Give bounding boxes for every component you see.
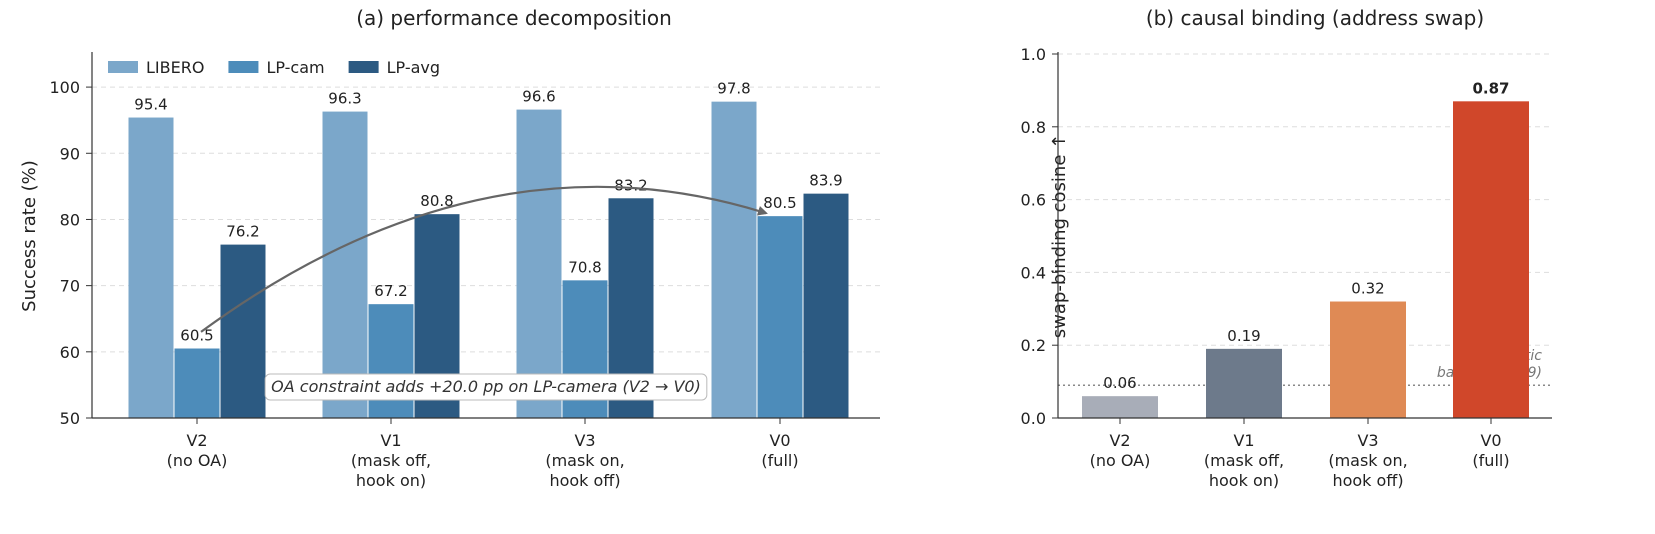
bar-v2 (1082, 396, 1158, 418)
y-tick-label: 0.2 (1021, 336, 1046, 355)
panel-a-axes: 50 60 70 80 90 100 V2 (no OA) V1 (mask off, hook o… (49, 52, 880, 490)
panel-a-legend: LIBERO LP-cam LP-avg (108, 58, 440, 77)
panel-a-annotation: OA constraint adds +20.0 pp on LP-camera… (200, 185, 768, 401)
legend-swatch-lp-cam (228, 61, 259, 73)
annotation-text: OA constraint adds +20.0 pp on LP-camera… (271, 377, 701, 396)
bar-lp-cam-v1 (368, 304, 414, 418)
data-label-lp-avg-v0: 83.9 (809, 172, 842, 190)
data-label-lp-cam-v0: 80.5 (763, 194, 796, 212)
bar-v0 (1453, 101, 1529, 418)
data-label-libero-v2: 95.4 (134, 96, 167, 114)
bar-libero-v0 (711, 101, 757, 418)
panel-a-bars: 95.4 96.3 96.6 97.8 60.5 67.2 70.8 80.5 76.2 80.8… (128, 80, 849, 419)
bar-lp-avg-v0 (803, 193, 849, 418)
panel-a-performance-decomposition: (a) performance decomposition Success ra… (19, 6, 880, 490)
bar-libero-v2 (128, 117, 174, 418)
legend-label-libero: LIBERO (146, 58, 204, 77)
annotation-box (264, 373, 708, 401)
y-tick-label: 0.6 (1021, 191, 1046, 210)
x-tick-label-v1: V1 (mask off, hook on) (1204, 431, 1284, 490)
panel-b-gridlines (1058, 53, 1552, 346)
panel-b-title: (b) causal binding (address swap) (1146, 6, 1484, 30)
bar-v3 (1330, 301, 1406, 418)
bar-lp-cam-v0 (757, 216, 803, 418)
y-tick-label: 50 (60, 409, 80, 428)
panel-b-causal-binding: (b) causal binding (address swap) swap-b… (1021, 6, 1552, 490)
x-tick-label-v0: V0 (full) (1472, 431, 1509, 470)
bar-libero-v1 (322, 111, 368, 418)
legend-swatch-lp-avg (348, 61, 379, 73)
legend-label-lp-avg: LP-avg (387, 58, 440, 77)
x-tick-label-v2: V2 (no OA) (1090, 431, 1151, 470)
panel-b-y-axis-label: swap-binding cosine ↑ (1049, 134, 1070, 338)
data-label-lp-avg-v3: 83.2 (614, 176, 647, 194)
y-tick-label: 90 (60, 144, 80, 163)
bar-v1 (1206, 348, 1282, 418)
data-label-libero-v0: 97.8 (717, 80, 750, 98)
data-label-libero-v3: 96.6 (522, 88, 555, 106)
x-tick-label-v3: V3 (mask on, hook off) (1328, 431, 1407, 490)
y-tick-label: 60 (60, 343, 80, 362)
data-label-v0: 0.87 (1472, 79, 1509, 97)
data-label-libero-v1: 96.3 (328, 90, 361, 108)
legend-label-lp-cam: LP-cam (266, 58, 324, 77)
x-tick-label-v2: V2 (no OA) (167, 431, 228, 470)
data-label-lp-avg-v2: 76.2 (226, 223, 259, 241)
bar-lp-avg-v2 (220, 244, 266, 418)
data-label-v3: 0.32 (1351, 280, 1384, 298)
y-tick-label: 0.8 (1021, 118, 1046, 137)
data-label-lp-cam-v3: 70.8 (568, 258, 601, 276)
panel-a-title: (a) performance decomposition (356, 6, 672, 30)
x-tick-label-v3: V3 (mask on, hook off) (545, 431, 624, 490)
annotation-arrow (200, 185, 768, 333)
panel-b-bars: 0.06 0.19 0.32 0.87 (1082, 79, 1529, 418)
y-tick-label: 80 (60, 210, 80, 229)
y-tick-label: 70 (60, 277, 80, 296)
data-label-lp-avg-v1: 80.8 (420, 192, 453, 210)
data-label-lp-cam-v2: 60.5 (180, 327, 213, 345)
y-tick-label: 0.0 (1021, 409, 1046, 428)
data-label-lp-cam-v1: 67.2 (374, 282, 407, 300)
y-tick-label: 0.4 (1021, 263, 1046, 282)
y-tick-label: 100 (49, 78, 80, 97)
data-label-v2: 0.06 (1103, 374, 1136, 392)
x-tick-label-v0: V0 (full) (761, 431, 798, 470)
bar-lp-cam-v2 (174, 348, 220, 418)
legend-swatch-libero (108, 61, 138, 73)
data-label-v1: 0.19 (1227, 327, 1260, 345)
panel-b-axes: 0.0 0.2 0.4 0.6 0.8 1.0 V2 (no OA) V1 (mask off, h… (1021, 45, 1552, 490)
bar-libero-v3 (516, 109, 562, 419)
y-tick-label: 1.0 (1021, 45, 1046, 64)
panel-a-y-axis-label: Success rate (%) (19, 160, 40, 312)
x-tick-label-v1: V1 (mask off, hook on) (351, 431, 431, 490)
